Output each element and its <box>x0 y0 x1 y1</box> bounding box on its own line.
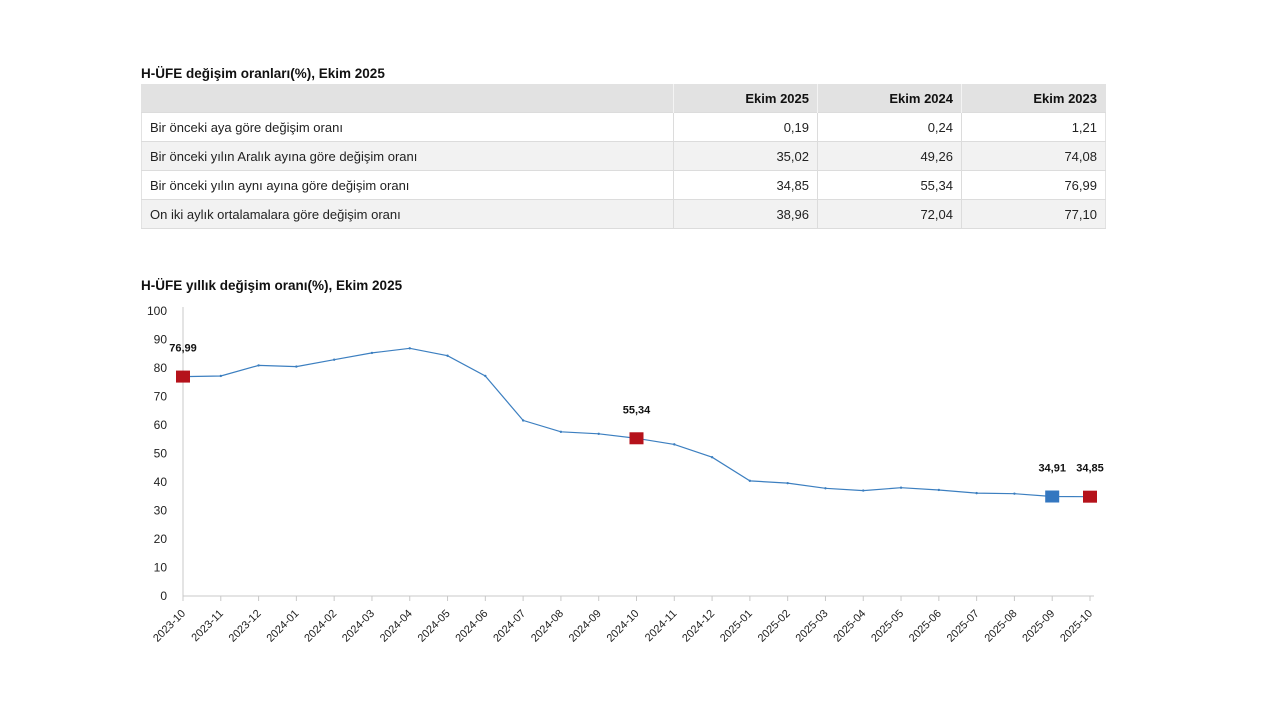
y-tick-label: 10 <box>154 561 168 575</box>
data-point <box>521 419 525 422</box>
data-point <box>484 374 487 378</box>
x-tick-label: 2024-08 <box>529 608 566 645</box>
table-row: Bir önceki aya göre değişim oranı 0,19 0… <box>141 112 1106 142</box>
y-tick-label: 40 <box>154 475 168 489</box>
x-tick-label: 2024-05 <box>416 608 453 645</box>
y-tick-label: 20 <box>154 532 168 546</box>
y-tick-label: 60 <box>154 418 168 432</box>
x-tick-label: 2024-02 <box>302 608 339 645</box>
cell-value: 72,04 <box>817 199 962 229</box>
data-point <box>257 364 260 367</box>
data-point <box>786 481 789 485</box>
y-tick-label: 70 <box>154 390 168 404</box>
cell-value: 49,26 <box>817 141 962 171</box>
series-line <box>182 347 1091 498</box>
cell-value: 76,99 <box>961 170 1106 200</box>
cell-value: 0,24 <box>817 112 962 142</box>
x-tick-label: 2025-04 <box>831 608 868 645</box>
cell-value: 34,85 <box>673 170 818 200</box>
cell-value: 0,19 <box>673 112 818 142</box>
x-tick-label: 2025-05 <box>869 608 906 645</box>
x-tick-label: 2024-01 <box>264 608 301 645</box>
x-tick-label: 2025-02 <box>756 608 793 645</box>
cell-value: 1,21 <box>961 112 1106 142</box>
x-tick-label: 2025-09 <box>1020 608 1057 645</box>
y-tick-label: 80 <box>154 361 168 375</box>
data-point <box>559 430 563 434</box>
x-tick-label: 2024-06 <box>453 608 490 645</box>
highlight-marker <box>176 370 190 383</box>
chart-title: H-ÜFE yıllık değişim oranı(%), Ekim 2025 <box>141 278 403 293</box>
table-header-row: Ekim 2025 Ekim 2024 Ekim 2023 <box>141 84 1106 113</box>
x-tick-label: 2024-04 <box>378 608 415 645</box>
x-tick-label: 2023-11 <box>189 608 225 644</box>
cell-value: 35,02 <box>673 141 818 171</box>
table-header-ekim-2025: Ekim 2025 <box>673 84 818 113</box>
data-point <box>673 443 676 446</box>
highlight-marker <box>1083 490 1097 503</box>
x-tick-label: 2024-10 <box>605 608 642 645</box>
row-label: Bir önceki aya göre değişim oranı <box>141 112 674 142</box>
highlight-marker <box>629 432 644 445</box>
table-row: Bir önceki yılın aynı ayına göre değişim… <box>141 170 1106 200</box>
y-tick-label: 50 <box>154 447 168 461</box>
data-point <box>446 354 449 357</box>
data-point <box>370 351 374 355</box>
data-point <box>295 365 298 368</box>
table-header-ekim-2024: Ekim 2024 <box>817 84 962 113</box>
data-label: 55,34 <box>623 404 651 416</box>
data-label: 34,85 <box>1076 463 1104 475</box>
table-header-label <box>141 84 674 113</box>
x-tick-label: 2025-07 <box>945 608 982 645</box>
data-point <box>1013 492 1016 495</box>
x-tick-label: 2025-06 <box>907 608 944 645</box>
data-point <box>975 491 978 495</box>
cell-value: 74,08 <box>961 141 1106 171</box>
change-rates-table: Ekim 2025 Ekim 2024 Ekim 2023 Bir önceki… <box>141 84 1106 229</box>
data-point <box>937 488 941 492</box>
table-row: Bir önceki yılın Aralık ayına göre değiş… <box>141 141 1106 171</box>
x-tick-label: 2025-01 <box>718 608 755 645</box>
data-label: 34,91 <box>1038 463 1066 475</box>
row-label: Bir önceki yılın Aralık ayına göre değiş… <box>141 141 674 171</box>
x-tick-label: 2024-03 <box>340 608 377 645</box>
table-row: On iki aylık ortalamalara göre değişim o… <box>141 199 1106 229</box>
x-tick-label: 2025-03 <box>794 608 831 645</box>
highlight-marker <box>1045 490 1060 503</box>
data-point <box>408 347 411 350</box>
x-tick-label: 2024-12 <box>680 608 717 645</box>
data-point <box>597 432 600 436</box>
x-tick-label: 2024-07 <box>491 608 528 645</box>
x-tick-label: 2023-10 <box>151 608 188 645</box>
table-header-ekim-2023: Ekim 2023 <box>961 84 1106 113</box>
cell-value: 38,96 <box>673 199 818 229</box>
table-title: H-ÜFE değişim oranları(%), Ekim 2025 <box>141 66 385 81</box>
data-point <box>710 456 714 459</box>
data-label: 76,99 <box>169 343 197 355</box>
x-tick-label: 2023-12 <box>227 608 264 645</box>
row-label: Bir önceki yılın aynı ayına göre değişim… <box>141 170 674 200</box>
row-label: On iki aylık ortalamalara göre değişim o… <box>141 199 674 229</box>
cell-value: 77,10 <box>961 199 1106 229</box>
x-tick-label: 2024-09 <box>567 608 604 645</box>
data-point <box>899 486 903 489</box>
x-tick-label: 2025-08 <box>983 608 1020 645</box>
data-point <box>219 374 222 378</box>
cell-value: 55,34 <box>817 170 962 200</box>
y-tick-label: 30 <box>154 504 168 518</box>
x-tick-label: 2024-11 <box>643 608 679 644</box>
data-point <box>862 489 865 492</box>
y-tick-label: 0 <box>160 589 167 603</box>
data-point <box>824 487 827 490</box>
y-tick-label: 90 <box>154 333 168 347</box>
x-tick-label: 2025-10 <box>1058 608 1095 645</box>
y-tick-label: 100 <box>147 304 167 318</box>
data-point <box>748 479 752 483</box>
data-point <box>332 358 336 361</box>
